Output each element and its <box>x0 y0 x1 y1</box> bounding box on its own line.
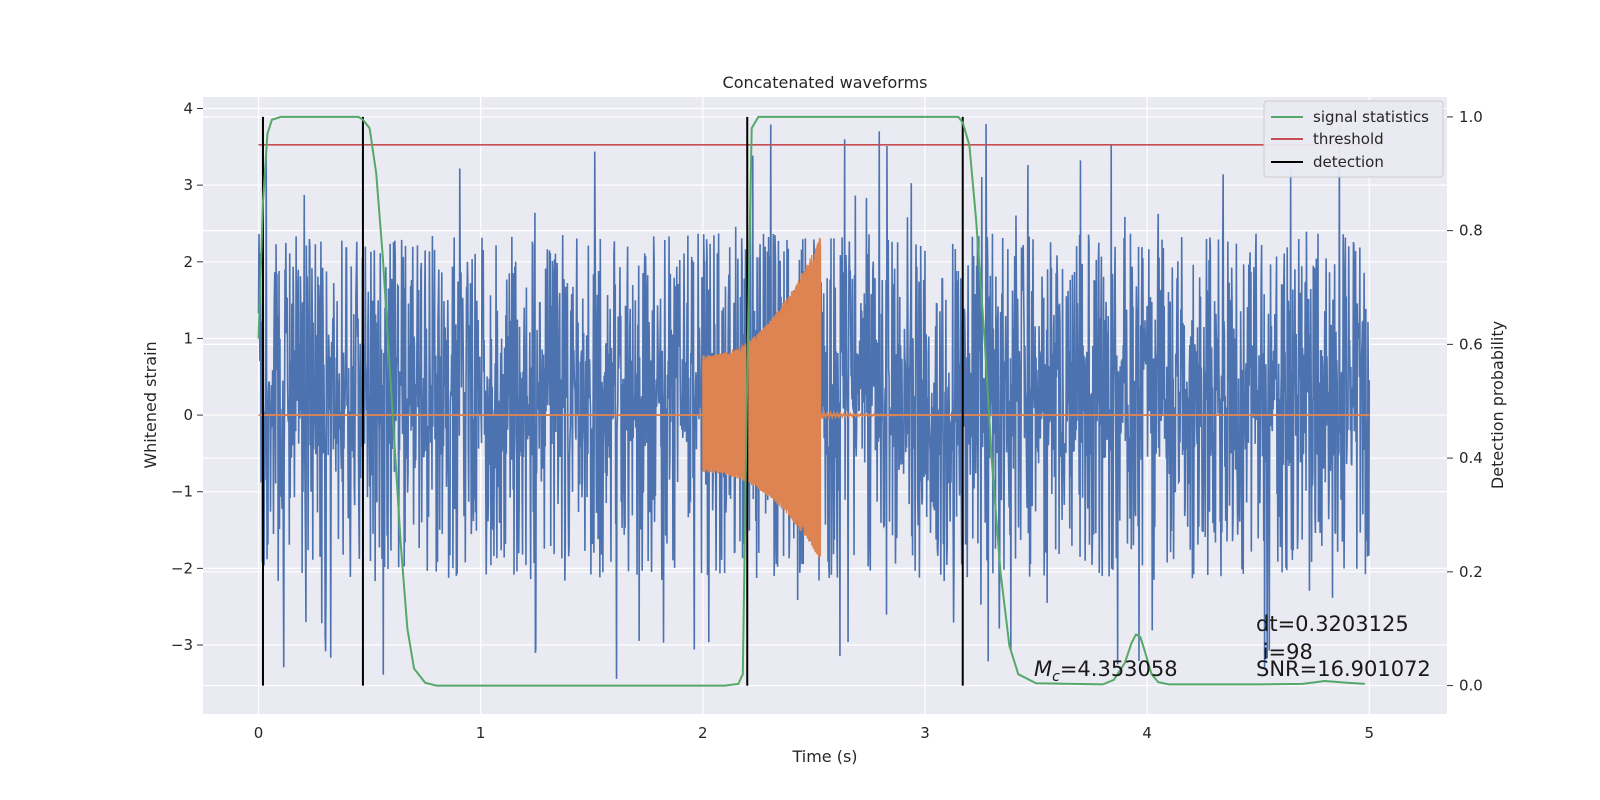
y-left-tick-label: 1 <box>183 329 193 347</box>
template-ringdown <box>819 409 921 421</box>
y-left-tick-label: 0 <box>183 406 193 424</box>
chart-title: Concatenated waveforms <box>723 73 928 92</box>
x-tick-label: 0 <box>254 724 264 742</box>
x-tick-label: 2 <box>698 724 708 742</box>
strain-series-line <box>257 124 1371 679</box>
annotation-chirp-mass: Mc=4.353058 <box>1034 657 1178 685</box>
y-right-tick-label: 0.4 <box>1459 449 1483 467</box>
x-tick-label: 4 <box>1142 724 1152 742</box>
x-tick-label: 5 <box>1364 724 1374 742</box>
y-right-tick-label: 0.8 <box>1459 222 1483 240</box>
annotation-mc-subscript: c <box>1052 669 1060 685</box>
y-right-tick-label: 1.0 <box>1459 108 1483 126</box>
annotation-mc-value: =4.353058 <box>1060 657 1178 681</box>
y-right-tick-label: 0.2 <box>1459 563 1483 581</box>
annotation-snr: SNR=16.901072 <box>1256 657 1431 681</box>
x-tick-label: 1 <box>476 724 486 742</box>
y-left-tick-label: 2 <box>183 253 193 271</box>
y-left-tick-label: 4 <box>183 99 193 117</box>
legend: signal statistics threshold detection <box>1263 100 1444 178</box>
x-tick-label: 3 <box>920 724 930 742</box>
y-right-tick-label: 0.6 <box>1459 335 1483 353</box>
legend-label-threshold: threshold <box>1313 130 1384 148</box>
legend-label-signal-statistics: signal statistics <box>1313 108 1429 126</box>
signal-statistics-line <box>257 115 1365 687</box>
y-axis-left-label: Whitened strain <box>141 341 160 468</box>
series-group <box>257 115 1381 687</box>
x-axis-label: Time (s) <box>791 747 857 766</box>
y-left-tick-label: −3 <box>171 636 193 654</box>
y-axis-right-label: Detection probability <box>1488 321 1507 489</box>
legend-box <box>1263 100 1444 178</box>
y-left-tick-label: 3 <box>183 176 193 194</box>
template-chirp-series <box>702 237 822 558</box>
annotation-mc-symbol: M <box>1034 657 1052 681</box>
legend-label-detection: detection <box>1313 153 1384 171</box>
ticks-group: 0 1 2 3 4 5 −3 −2 −1 0 1 2 3 4 0.0 0.2 0.4 0.6 0.8 1.0 <box>171 99 1483 742</box>
y-left-tick-label: −2 <box>171 559 193 577</box>
annotation-dt: dt=0.3203125 <box>1256 612 1409 636</box>
annotation-i: i=98 <box>1256 640 1313 664</box>
y-left-tick-label: −1 <box>171 483 193 501</box>
y-right-tick-label: 0.0 <box>1459 677 1483 695</box>
